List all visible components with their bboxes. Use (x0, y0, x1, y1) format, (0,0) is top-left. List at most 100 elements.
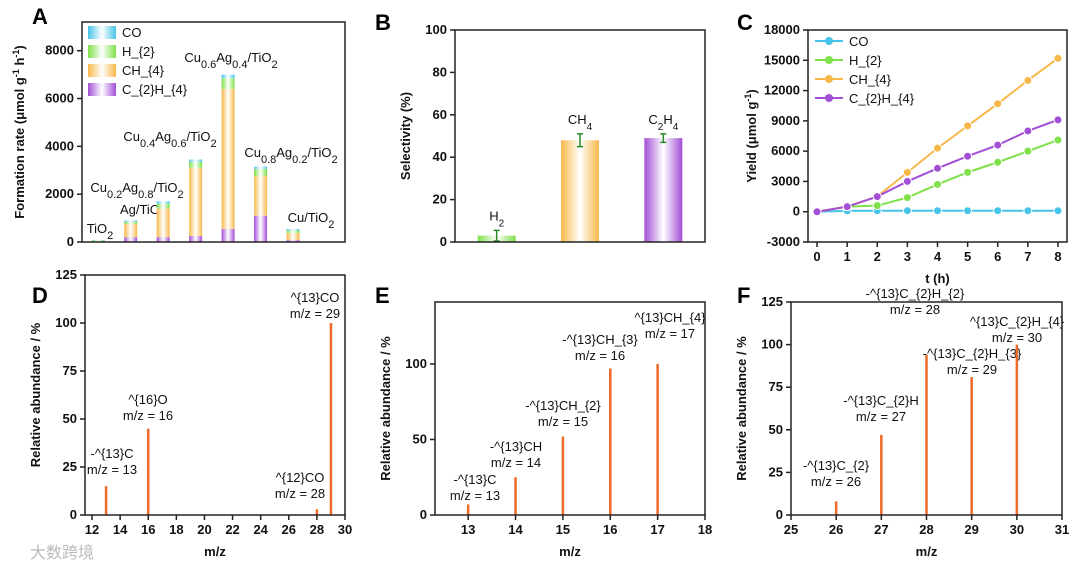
panel-letter-b: B (375, 10, 391, 35)
bar-label: Cu0.4Ag0.6/TiO2 (123, 129, 216, 150)
x-tick-label: 31 (1055, 522, 1069, 537)
y-tick-label: 9000 (771, 113, 800, 128)
x-tick-label: 30 (338, 522, 352, 537)
bar (644, 138, 683, 242)
bar-label: C2H4 (648, 112, 678, 133)
x-tick-label: 27 (874, 522, 888, 537)
bar-segment-c2h4 (189, 236, 203, 242)
legend-label: CO (122, 25, 142, 40)
data-point (902, 193, 912, 203)
y-tick-label: 50 (413, 431, 427, 446)
peak-formula-label: ^{13}C_{2}H_{4} (970, 314, 1065, 329)
legend-label: CO (849, 34, 869, 49)
y-tick-label: 2000 (45, 186, 74, 201)
y-tick-label: 75 (769, 379, 783, 394)
peak-formula-label: -^{13}CH_{3} (562, 332, 638, 347)
panel-letter-e: E (375, 283, 390, 308)
bar-segment-c2h4 (254, 215, 268, 242)
x-tick-label: 30 (1010, 522, 1024, 537)
x-tick-label: 7 (1024, 249, 1031, 264)
x-tick-label: 18 (698, 522, 712, 537)
x-tick-label: 5 (964, 249, 971, 264)
bar-segment-ch4 (286, 232, 300, 241)
bar-segment-ch4 (221, 88, 235, 229)
peak-mz-label: m/z = 13 (450, 488, 500, 503)
x-tick-label: 12 (85, 522, 99, 537)
y-tick-label: -3000 (767, 234, 800, 249)
x-axis-title: t (h) (925, 271, 950, 286)
data-point (1053, 206, 1063, 216)
data-point (933, 163, 942, 173)
bar-segment-h2 (156, 203, 170, 209)
y-axis-title: Relative abundance / % (28, 322, 43, 467)
plot-frame (84, 274, 346, 516)
y-tick-label: 100 (55, 315, 77, 330)
bar-segment-h2 (286, 230, 300, 233)
y-axis-title: Formation rate (μmol g-1 h-1) (11, 45, 27, 219)
bar-segment-ch4 (156, 208, 170, 238)
bar-segment-ch4 (189, 167, 203, 237)
legend-label: C_{2}H_{4} (849, 91, 915, 106)
bar-label: H2 (489, 208, 504, 229)
data-point (1023, 75, 1033, 85)
y-tick-label: 0 (440, 234, 447, 249)
legend-label: C_{2}H_{4} (122, 82, 188, 97)
peak-formula-label: -^{13}CH_{2} (525, 398, 601, 413)
y-tick-label: 8000 (45, 43, 74, 58)
panel-c: -3000 0 3000 6000 9000 12000 15000 18000 0 1 2 3 4 5 6… (743, 22, 1068, 286)
peak-mz-label: m/z = 27 (856, 409, 906, 424)
bar (561, 140, 599, 242)
y-tick-label: 12000 (764, 83, 800, 98)
data-point (1053, 53, 1063, 63)
bar-segment-co (286, 229, 300, 231)
bar-segment-c2h4 (221, 228, 235, 242)
x-tick-label: 16 (603, 522, 617, 537)
peak-mz-label: m/z = 16 (575, 348, 625, 363)
panel-letters: A B C D E F (32, 4, 753, 308)
plot-frame (807, 29, 1068, 243)
legend-label: CH_{4} (122, 63, 165, 78)
y-tick-label: 0 (420, 507, 427, 522)
bar-label: Cu0.8Ag0.2/TiO2 (244, 145, 337, 166)
y-tick-label: 25 (769, 464, 783, 479)
panel-a: 0 2000 4000 6000 8000 Formation rate (μmol g-… (11, 21, 346, 249)
x-tick-label: 1 (844, 249, 851, 264)
peak-formula-label: -^{13}C_{2} (803, 458, 870, 473)
x-tick-label: 2 (874, 249, 881, 264)
peak-formula-label: ^{16}O (128, 392, 167, 407)
y-tick-label: 125 (55, 267, 77, 282)
x-tick-label: 17 (650, 522, 664, 537)
legend-marker (825, 94, 833, 102)
data-point (812, 207, 822, 217)
x-tick-label: 28 (919, 522, 933, 537)
data-point (993, 157, 1003, 167)
x-tick-label: 26 (282, 522, 296, 537)
panel-b: 0 20 40 60 80 100 Selectivity (%) H2 CH4 C2H4 (398, 22, 706, 249)
x-axis-title: m/z (916, 544, 938, 559)
error-bar (660, 133, 667, 144)
data-point (933, 206, 942, 216)
y-tick-label: 80 (433, 64, 447, 79)
error-bar (493, 229, 500, 242)
peak-formula-label: ^{12}CO (276, 470, 325, 485)
x-tick-label: 0 (813, 249, 820, 264)
data-point (963, 151, 973, 161)
data-point (993, 99, 1003, 109)
data-point (872, 192, 882, 202)
y-tick-label: 0 (70, 507, 77, 522)
peak-formula-label: -^{13}CH (490, 439, 542, 454)
plot-frame (790, 301, 1063, 516)
plot-frame (434, 301, 706, 516)
bar-label: Cu0.6Ag0.4/TiO2 (184, 50, 277, 71)
x-tick-label: 26 (829, 522, 843, 537)
y-tick-label: 6000 (45, 91, 74, 106)
x-tick-label: 18 (169, 522, 183, 537)
y-tick-label: 0 (776, 507, 783, 522)
x-tick-label: 6 (994, 249, 1001, 264)
y-axis-title: Relative abundance / % (734, 336, 749, 481)
y-tick-label: 125 (761, 294, 783, 309)
data-point (1053, 135, 1063, 145)
x-tick-label: 25 (784, 522, 798, 537)
data-point (842, 202, 852, 212)
